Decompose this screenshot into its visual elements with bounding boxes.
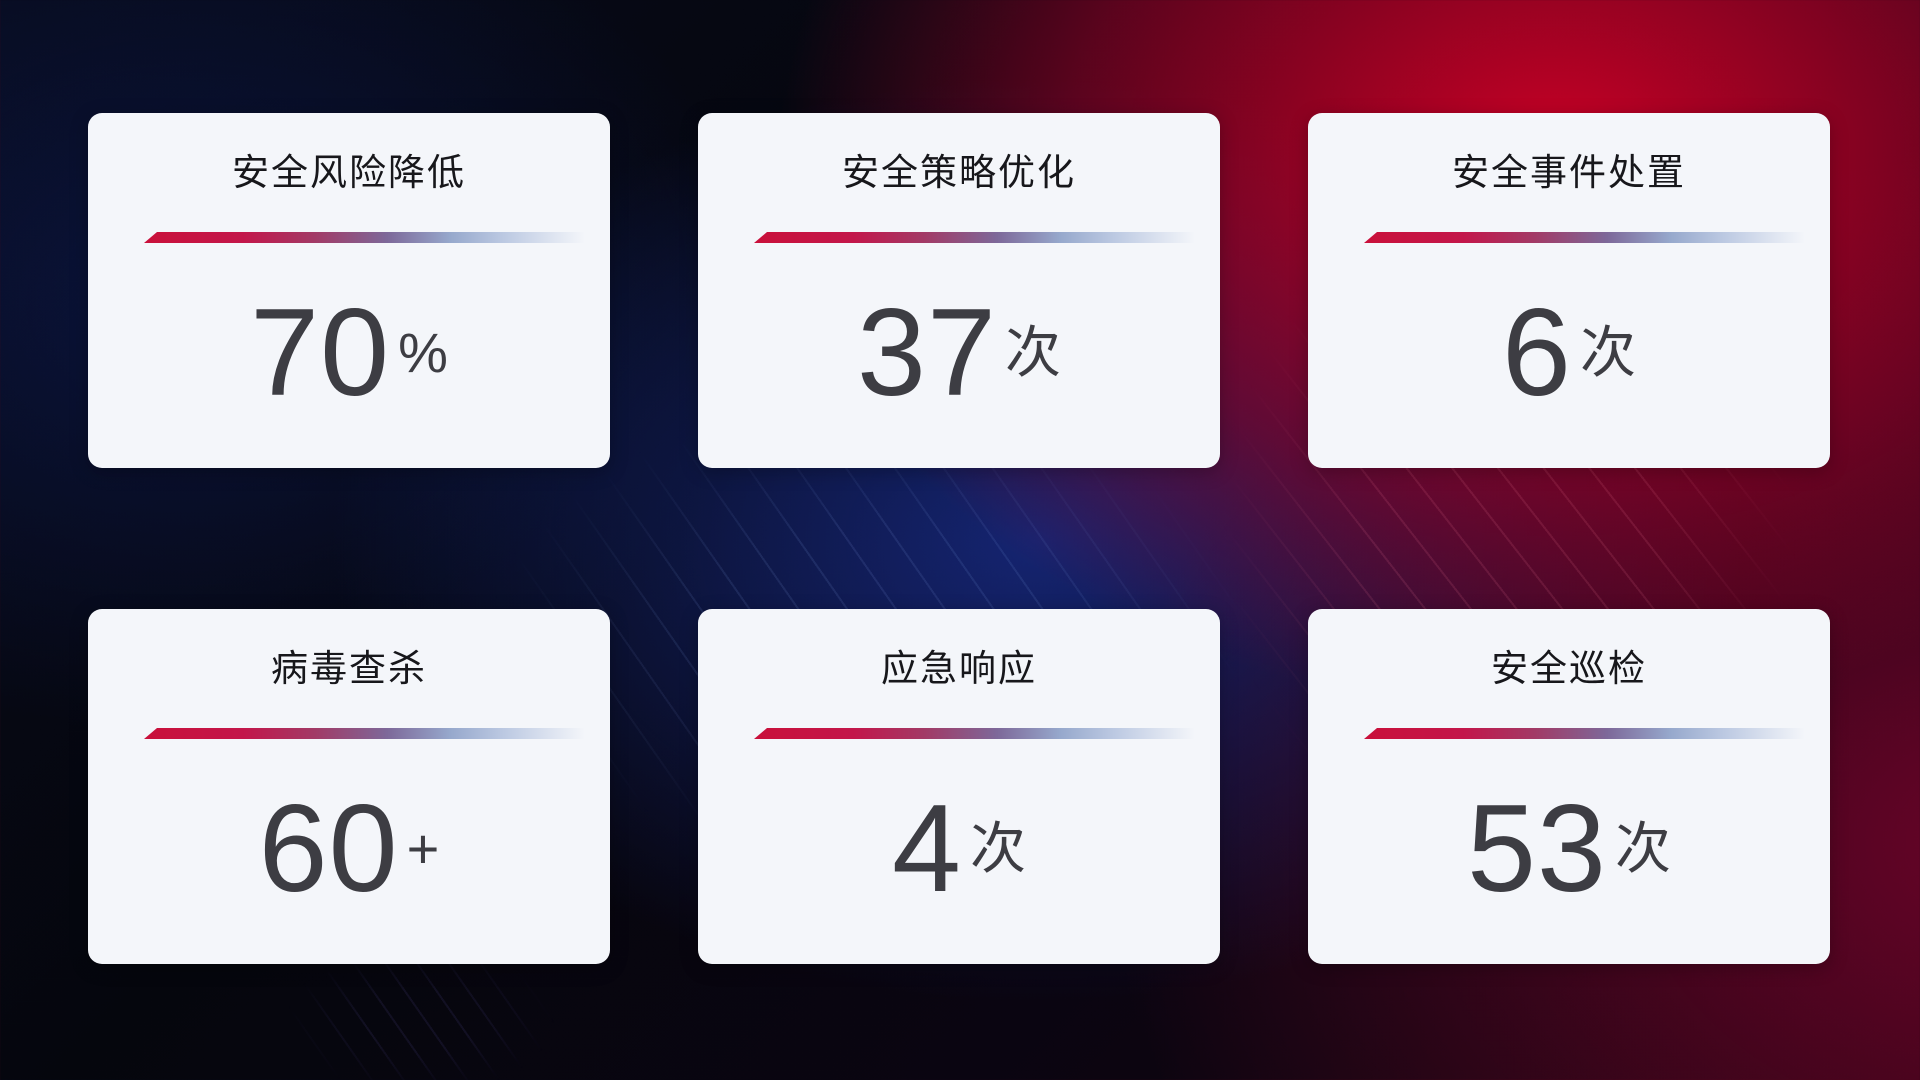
stat-number: 53 [1467, 779, 1607, 918]
stat-card-value: 70% [88, 243, 610, 468]
stat-number: 6 [1502, 283, 1572, 422]
stat-card-value: 53 次 [1308, 739, 1830, 964]
stat-number: 37 [857, 283, 997, 422]
stat-unit: 次 [969, 816, 1026, 880]
stat-unit: 次 [1004, 320, 1061, 384]
stat-card-title: 安全风险降低 [232, 152, 466, 193]
gradient-divider [754, 728, 1204, 739]
stat-card: 安全巡检 53 次 [1308, 609, 1830, 964]
stat-card-title: 应急响应 [881, 648, 1037, 689]
gradient-divider [1364, 728, 1814, 739]
stat-unit: % [398, 320, 448, 384]
stat-unit: 次 [1614, 816, 1671, 880]
stat-card-title: 安全巡检 [1491, 648, 1647, 689]
stat-card: 安全风险降低 70% [88, 113, 610, 468]
stat-card-title: 安全策略优化 [842, 152, 1076, 193]
stat-card-title: 安全事件处置 [1452, 152, 1686, 193]
stat-card: 病毒查杀 60 + [88, 609, 610, 964]
gradient-divider [1364, 232, 1814, 243]
stat-number: 60 [258, 779, 399, 918]
stat-number: 4 [892, 779, 962, 918]
stat-card: 安全策略优化 37 次 [698, 113, 1220, 468]
stat-card-title: 病毒查杀 [271, 648, 427, 689]
gradient-divider [144, 232, 594, 243]
stat-unit: + [406, 816, 440, 880]
stat-card-value: 37 次 [698, 243, 1220, 468]
gradient-divider [754, 232, 1204, 243]
gradient-divider [144, 728, 594, 739]
stat-card-value: 60 + [88, 739, 610, 964]
stat-unit: 次 [1579, 320, 1636, 384]
stat-number: 70 [250, 283, 391, 422]
